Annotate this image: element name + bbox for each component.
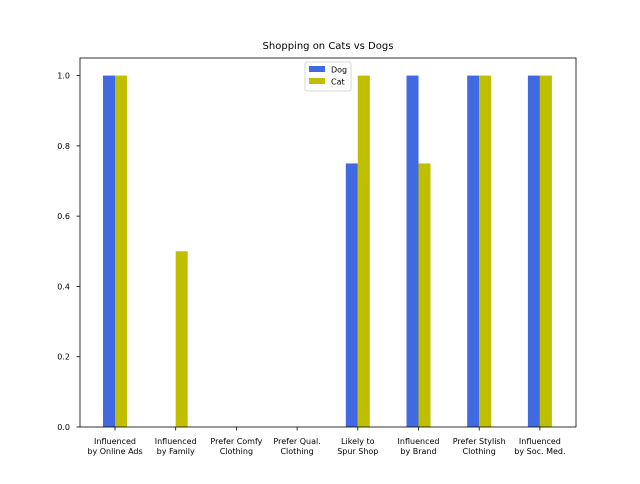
legend-label-cat: Cat [331,78,345,87]
bar-dog-4 [345,163,358,427]
bar-cat-7 [539,75,552,428]
axes-layer: 0.0 0.2 0.4 0.6 0.8 1.0 Influenced by Online Ad… [57,57,577,456]
legend-swatch-cat [309,78,325,84]
x-tick-label: Influenced by Online Ads [87,437,142,456]
chart-title: Shopping on Cats vs Dogs [263,41,394,52]
x-tick-label: Likely to Spur Shop [337,437,378,456]
plot-frame [79,57,577,428]
bar-cat-5 [418,163,431,427]
x-tick-label: Prefer Qual. Clothing [273,437,320,456]
x-tick-label: Prefer Stylish Clothing [453,437,506,456]
legend-label-dog: Dog [331,66,347,75]
bar-cat-0 [115,75,127,428]
bar-dog-7 [527,75,540,428]
legend-swatch-dog [309,66,325,72]
bar-dog-5 [406,75,419,428]
x-tick-label: Prefer Comfy Clothing [210,437,262,456]
y-tick-label: 0.4 [57,282,70,291]
x-tick-label: Influenced by Soc. Med. [514,437,565,456]
bar-cat-1 [175,251,188,427]
x-tick-label: Influenced by Brand [398,437,440,456]
bar-cat-6 [479,75,492,428]
bars-layer [103,75,552,428]
bar-dog-0 [103,75,115,428]
legend: Dog Cat [304,61,352,92]
y-tick-label: 0.8 [57,142,70,151]
y-tick-label: 1.0 [57,72,70,81]
bar-dog-6 [467,75,480,428]
y-tick-label: 0.0 [57,423,70,432]
y-tick-label: 0.6 [57,212,70,221]
bar-cat-4 [357,75,370,428]
x-tick-label: Influenced by Family [155,437,197,456]
y-tick-label: 0.2 [57,353,70,362]
